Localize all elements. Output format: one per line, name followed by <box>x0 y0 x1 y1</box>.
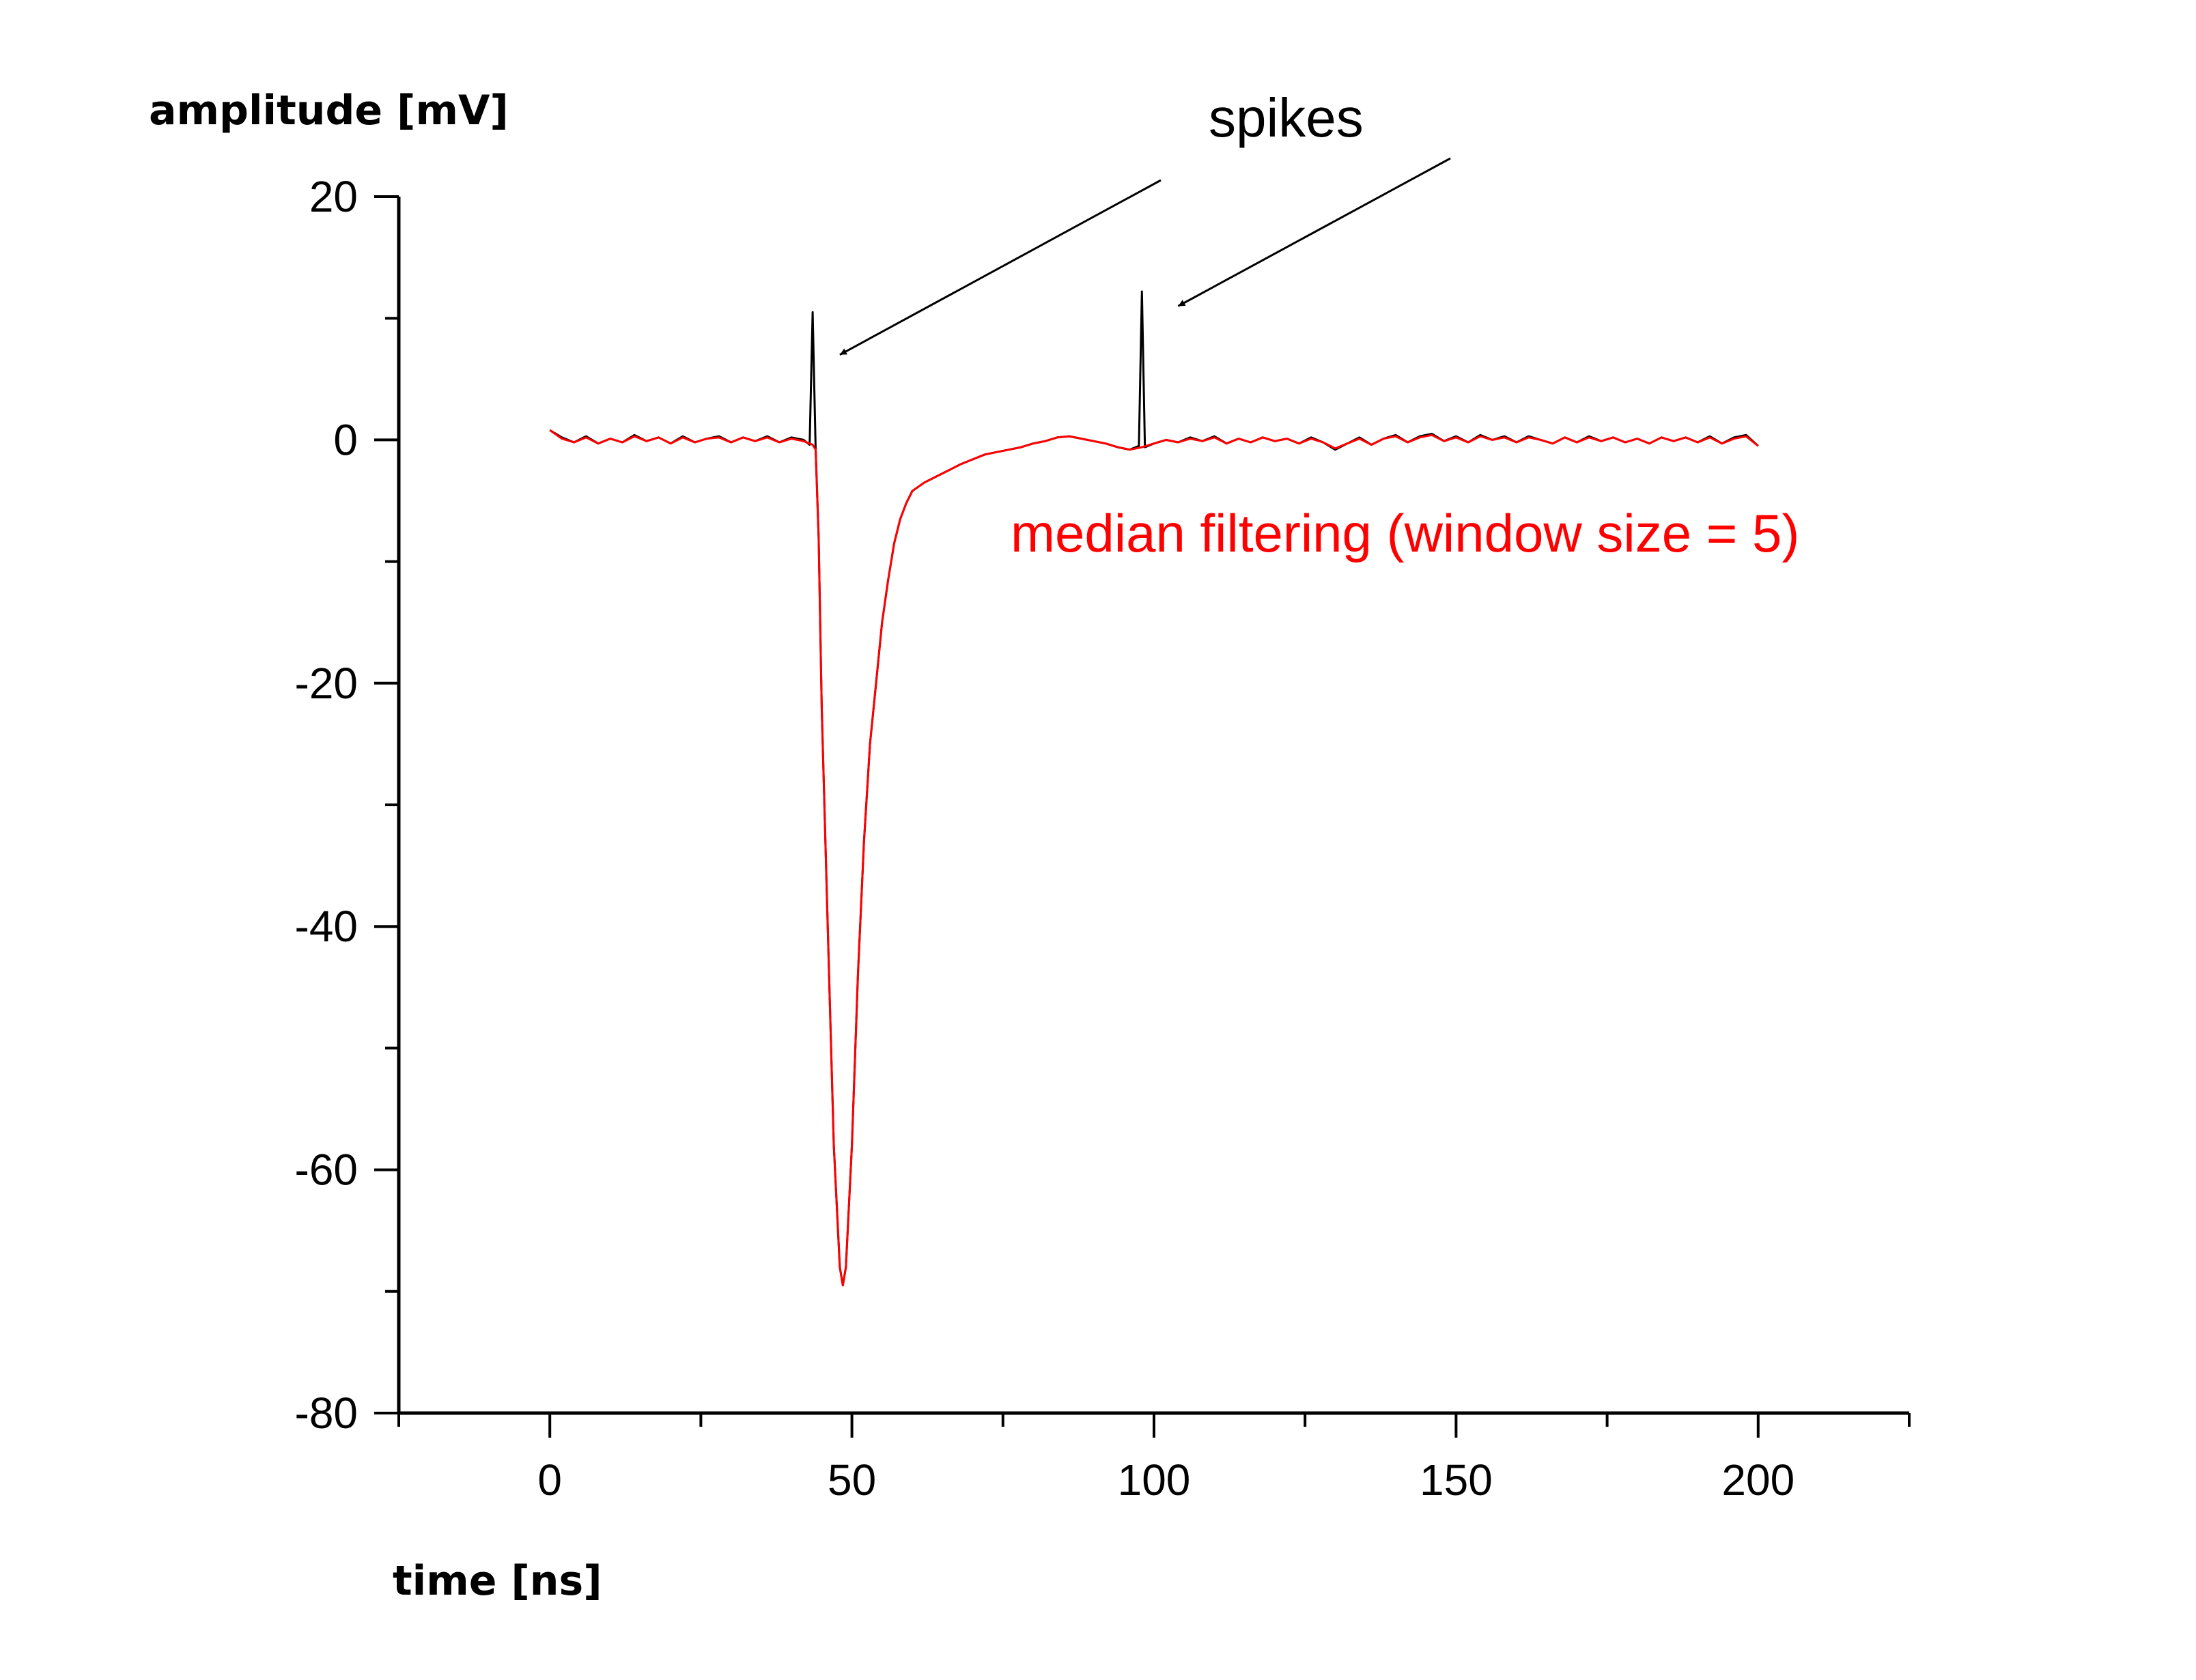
series-layer <box>549 290 1759 1287</box>
y-tick-label: -20 <box>295 659 358 708</box>
y-tick-label: 0 <box>333 415 358 464</box>
axes <box>397 197 1909 1415</box>
y-tick-label: -60 <box>295 1145 358 1195</box>
x-tick-label: 150 <box>1420 1455 1493 1505</box>
x-axis-ticks: 0 50 100 150 200 <box>397 1413 1911 1505</box>
y-axis-ticks: -80 -60 -40 -20 0 20 <box>295 172 399 1438</box>
x-tick-label: 200 <box>1721 1455 1794 1505</box>
raw-signal-line <box>549 290 1759 1287</box>
x-axis-title: time [ns] <box>393 1557 602 1605</box>
y-axis-title: amplitude [mV] <box>149 87 509 134</box>
x-tick-label: 50 <box>828 1455 876 1505</box>
spikes-annotation: spikes <box>1209 87 1364 148</box>
y-tick-label: 20 <box>309 172 358 221</box>
y-tick-label: -80 <box>295 1389 358 1438</box>
y-tick-label: -40 <box>295 902 358 951</box>
median-filtered-line <box>549 429 1759 1287</box>
median-filter-annotation: median filtering (window size = 5) <box>1011 503 1799 563</box>
x-tick-label: 100 <box>1118 1455 1191 1505</box>
spike-arrows <box>839 157 1451 356</box>
spike-arrow <box>1177 157 1451 307</box>
spike-arrow <box>839 179 1162 356</box>
x-tick-label: 0 <box>537 1455 562 1505</box>
